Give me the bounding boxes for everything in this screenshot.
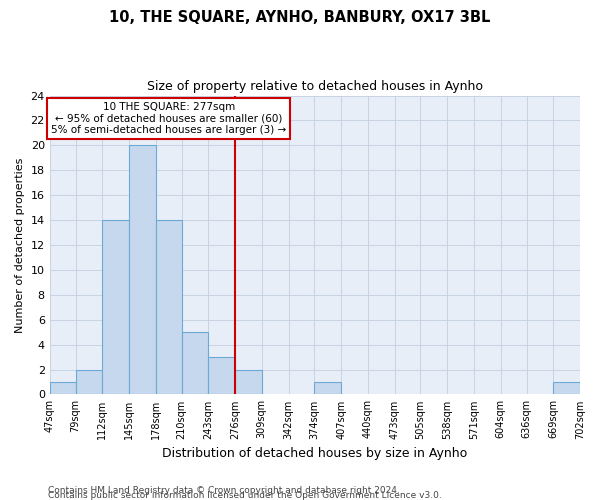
Bar [235,370,262,394]
X-axis label: Distribution of detached houses by size in Aynho: Distribution of detached houses by size … [162,447,467,460]
Text: 10, THE SQUARE, AYNHO, BANBURY, OX17 3BL: 10, THE SQUARE, AYNHO, BANBURY, OX17 3BL [109,10,491,25]
Text: Contains HM Land Registry data © Crown copyright and database right 2024.: Contains HM Land Registry data © Crown c… [48,486,400,495]
Bar [129,146,156,394]
Bar [182,332,208,394]
Title: Size of property relative to detached houses in Aynho: Size of property relative to detached ho… [147,80,483,93]
Bar [208,357,235,395]
Bar [156,220,182,394]
Bar [76,370,102,394]
Bar [553,382,580,394]
Text: 10 THE SQUARE: 277sqm
← 95% of detached houses are smaller (60)
5% of semi-detac: 10 THE SQUARE: 277sqm ← 95% of detached … [51,102,286,135]
Bar [102,220,129,394]
Y-axis label: Number of detached properties: Number of detached properties [15,158,25,332]
Text: Contains public sector information licensed under the Open Government Licence v3: Contains public sector information licen… [48,491,442,500]
Bar [50,382,76,394]
Bar [314,382,341,394]
